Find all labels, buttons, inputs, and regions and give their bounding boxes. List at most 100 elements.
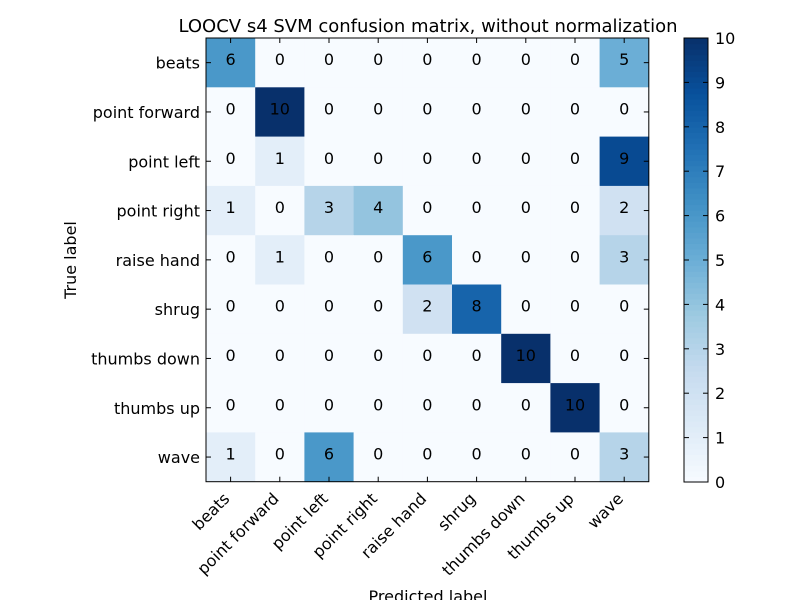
colorbar-stripe	[684, 76, 708, 83]
colorbar: 0 1 2 3 4 5 6 7 8 9 10	[683, 29, 735, 492]
colorbar-stripe	[684, 454, 708, 461]
heatmap-cell-label: 0	[472, 395, 482, 414]
colorbar-stripe	[684, 154, 708, 161]
colorbar-stripe	[684, 121, 708, 128]
heatmap-cell	[599, 185, 650, 236]
heatmap-cell	[304, 284, 354, 335]
colorbar-stripe	[684, 54, 708, 61]
heatmap-cell	[550, 185, 600, 236]
heatmap-cell-label: 6	[226, 50, 236, 69]
heatmap-cell	[501, 432, 551, 483]
heatmap-cell	[501, 38, 551, 88]
heatmap-cell-label: 4	[373, 198, 383, 217]
heatmap-cell	[206, 432, 256, 483]
colorbar-stripe	[684, 215, 708, 222]
colorbar-stripe	[684, 470, 708, 478]
heatmap-cell-label: 1	[226, 198, 236, 217]
colorbar-stripe	[684, 115, 708, 122]
colorbar-stripe	[684, 226, 708, 233]
y-axis-ticks: beats point forward point left point right r…	[91, 54, 649, 467]
heatmap-cell-label: 0	[422, 99, 432, 118]
heatmap-cell	[501, 284, 551, 335]
heatmap-cell-label: 0	[226, 149, 236, 168]
y-axis-tick-label: point left	[128, 152, 200, 171]
heatmap-cell	[206, 136, 256, 187]
x-axis-label: Predicted label	[369, 587, 488, 600]
heatmap-cell-label: 0	[422, 445, 432, 464]
heatmap-cell	[402, 383, 453, 433]
colorbar-stripe	[684, 126, 708, 133]
colorbar-stripe	[684, 365, 708, 372]
colorbar-stripe	[684, 176, 708, 183]
heatmap-cell	[304, 136, 354, 187]
colorbar-stripe	[684, 137, 708, 145]
heatmap-cell	[353, 87, 404, 137]
heatmap-cell	[304, 185, 354, 236]
heatmap-cell-label: 1	[275, 247, 285, 266]
heatmap-cell	[206, 333, 256, 384]
heatmap-cell-label: 0	[570, 445, 580, 464]
heatmap-cell	[304, 87, 354, 137]
colorbar-stripe	[684, 326, 708, 333]
colorbar-stripe	[684, 293, 708, 300]
colorbar-stripe	[684, 398, 708, 405]
heatmap-cell	[501, 235, 551, 285]
heatmap-cell-label: 0	[226, 247, 236, 266]
x-axis-tick-label: beats	[189, 489, 234, 534]
colorbar-stripe	[684, 437, 708, 444]
colorbar-stripe	[684, 415, 708, 422]
heatmap-cell-label: 0	[324, 247, 334, 266]
colorbar-tick-label: 4	[715, 295, 725, 314]
heatmap-cell	[353, 136, 404, 187]
heatmap-cell	[304, 383, 354, 433]
heatmap-cell-label: 0	[324, 99, 334, 118]
colorbar-stripe	[684, 337, 708, 344]
colorbar-stripe	[684, 99, 708, 106]
heatmap-cell-label: 0	[324, 395, 334, 414]
colorbar-stripe	[684, 409, 708, 416]
heatmap-cell	[402, 136, 453, 187]
colorbar-stripe	[684, 87, 708, 95]
heatmap-cell-label: 0	[422, 149, 432, 168]
heatmap-cell-label: 0	[570, 50, 580, 69]
heatmap-cell	[550, 383, 600, 433]
heatmap-cell	[402, 333, 453, 384]
heatmap-cell-label: 0	[275, 198, 285, 217]
heatmap-cell	[452, 432, 502, 483]
heatmap-cell	[402, 432, 453, 483]
y-axis-tick-label: wave	[158, 448, 200, 467]
heatmap-cell-label: 0	[472, 149, 482, 168]
colorbar-stripe	[684, 387, 708, 394]
y-axis-tick-label: beats	[156, 54, 200, 73]
colorbar-stripe	[684, 198, 708, 206]
heatmap-cell-label: 0	[619, 346, 629, 365]
heatmap-cell-label: 0	[570, 346, 580, 365]
heatmap-cell	[353, 284, 404, 335]
colorbar-stripe	[684, 265, 708, 272]
colorbar-stripe	[684, 110, 708, 117]
heatmap-cell	[206, 284, 256, 335]
heatmap-cell	[452, 284, 502, 335]
heatmap-cell	[550, 136, 600, 187]
heatmap-cell	[255, 383, 305, 433]
heatmap-cell-label: 0	[570, 198, 580, 217]
colorbar-stripe	[684, 404, 708, 411]
colorbar-stripe	[684, 254, 708, 261]
colorbar-tick-label: 2	[715, 384, 725, 403]
heatmap-cell	[304, 432, 354, 483]
heatmap-cell-label: 1	[275, 149, 285, 168]
colorbar-stripe	[684, 149, 708, 156]
heatmap-cell	[599, 136, 650, 187]
heatmap-cell	[501, 383, 551, 433]
heatmap-cell-label: 0	[373, 50, 383, 69]
heatmap-cell	[550, 333, 600, 384]
heatmap-cell-label: 0	[472, 99, 482, 118]
heatmap-cell-label: 0	[373, 395, 383, 414]
colorbar-tick-label: 5	[715, 251, 725, 270]
colorbar-tick-label: 3	[715, 340, 725, 359]
heatmap-cell	[353, 432, 404, 483]
heatmap-cell	[255, 136, 305, 187]
colorbar-stripe	[684, 49, 708, 56]
heatmap-cell	[255, 235, 305, 285]
